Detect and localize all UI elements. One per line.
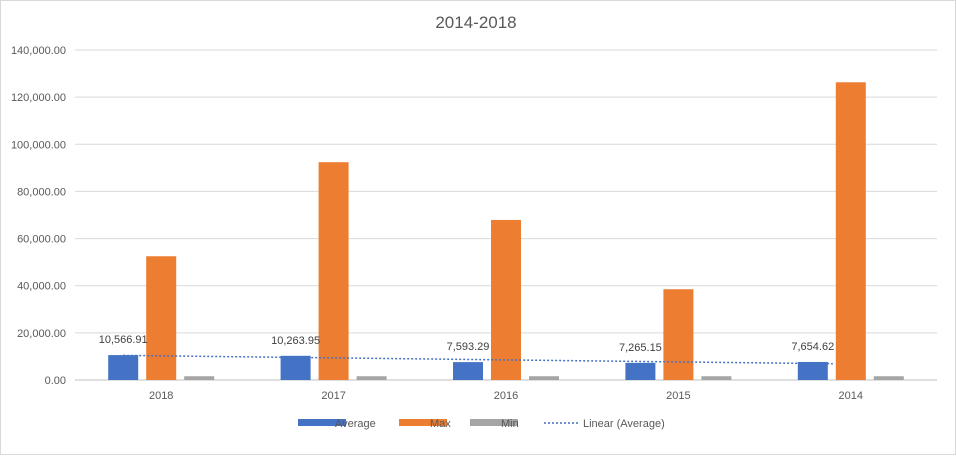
legend-swatch-min	[470, 419, 518, 426]
y-tick-label: 60,000.00	[17, 234, 66, 246]
y-tick-label: 140,000.00	[11, 45, 66, 57]
legend-label: Max	[430, 418, 451, 430]
y-tick-label: 80,000.00	[17, 186, 66, 198]
bar-min-2018	[184, 376, 215, 380]
y-axis: 0.00 20,000.00 40,000.00 60,000.00 80,000.00…	[11, 45, 66, 387]
bar-max-2018	[146, 256, 177, 380]
bar-average-2018	[108, 355, 139, 380]
bar-max-2015	[663, 289, 694, 380]
y-tick-label: 40,000.00	[17, 281, 66, 293]
x-tick-label: 2014	[839, 390, 863, 402]
data-label-average: 10,566.91	[99, 334, 148, 346]
x-tick-label: 2017	[321, 390, 345, 402]
x-tick-label: 2015	[666, 390, 690, 402]
bar-average-2017	[280, 355, 311, 380]
x-tick-label: 2016	[494, 390, 518, 402]
legend-swatch-average	[298, 419, 346, 426]
bar-max-2016	[491, 219, 521, 380]
bar-average-2014	[797, 361, 828, 380]
y-tick-label: 0.00	[45, 375, 66, 387]
data-label-average: 10,263.95	[271, 335, 320, 347]
bar-min-2015	[701, 376, 732, 380]
y-tick-label: 20,000.00	[17, 328, 66, 340]
x-axis: 2018 2017 2016 2015 2014	[149, 390, 863, 402]
data-label-average: 7,593.29	[447, 341, 490, 353]
bars	[108, 82, 904, 381]
legend-label: Min	[501, 418, 519, 430]
data-label-average: 7,265.15	[619, 342, 662, 354]
legend: Average Max Min Linear (Average)	[298, 418, 665, 430]
bar-min-2014	[873, 376, 904, 380]
x-tick-label: 2018	[149, 390, 173, 402]
y-tick-label: 120,000.00	[11, 92, 66, 104]
chart-title: 2014-2018	[435, 13, 516, 32]
bar-average-2016	[453, 362, 483, 380]
legend-label: Linear (Average)	[583, 418, 665, 430]
legend-swatch-max	[399, 419, 447, 426]
bar-max-2017	[318, 162, 349, 380]
y-tick-label: 100,000.00	[11, 139, 66, 151]
bar-min-2017	[356, 376, 387, 380]
legend-label: Average	[335, 418, 376, 430]
bar-average-2015	[625, 362, 656, 380]
bar-min-2016	[529, 376, 559, 380]
bar-max-2014	[835, 82, 866, 381]
data-labels: 10,566.91 10,263.95 7,593.29 7,265.15 7,654.…	[99, 334, 834, 354]
data-label-average: 7,654.62	[791, 341, 834, 353]
